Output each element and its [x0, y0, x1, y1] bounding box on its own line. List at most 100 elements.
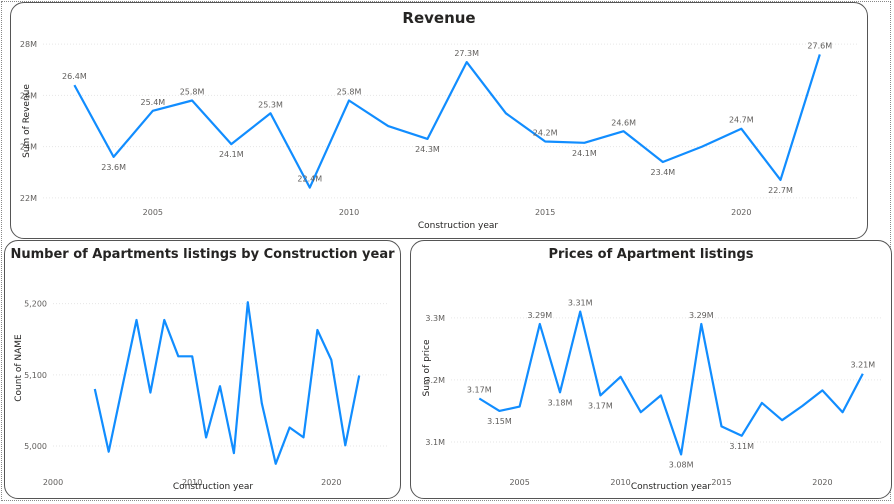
data-point [151, 109, 155, 113]
data-point [780, 418, 784, 422]
data-label: 24.6M [611, 118, 636, 127]
data-label: 24.1M [219, 150, 244, 159]
revenue-chart: 22M 24M 26M 28M 2005 2010 2015 2020 Construction… [20, 40, 859, 231]
x-tick-label: 2010 [339, 208, 359, 217]
y-tick-label: 28M [20, 40, 37, 49]
data-label: 25.8M [180, 88, 205, 97]
x-tick-label: 2005 [143, 208, 163, 217]
data-label: 3.18M [548, 398, 573, 407]
x-tick-label: 2010 [610, 478, 630, 487]
data-point [148, 391, 152, 395]
data-point [639, 410, 643, 414]
x-tick-label: 2000 [43, 478, 63, 487]
x-tick-label: 2015 [535, 208, 555, 217]
series-line [93, 301, 361, 465]
listings-count-panel[interactable]: Number of Apartments listings by Constru… [4, 240, 401, 499]
data-point [861, 372, 865, 376]
y-axis-title: Sum of price [422, 339, 432, 396]
y-tick-label: 24M [20, 143, 37, 152]
data-label: 23.4M [650, 168, 675, 177]
listings-count-chart: 5,000 5,100 5,200 2000 2010 2020 Construction … [14, 300, 387, 492]
x-tick-label: 2020 [321, 478, 341, 487]
data-label: 24.3M [415, 145, 440, 154]
series-line [478, 310, 864, 456]
data-point [269, 111, 273, 115]
data-point [204, 435, 208, 439]
data-point [779, 178, 783, 182]
data-point [386, 124, 390, 128]
revenue-title: Revenue [402, 9, 476, 27]
x-axis-title: Construction year [418, 221, 499, 231]
data-label: 3.15M [487, 417, 512, 426]
data-point [315, 328, 319, 332]
data-label: 23.6M [101, 163, 126, 172]
data-point [818, 52, 822, 56]
data-label: 3.11M [729, 442, 754, 451]
data-point [246, 300, 250, 304]
data-label: 27.3M [454, 49, 479, 58]
data-label: 26.4M [62, 72, 87, 81]
data-point [190, 354, 194, 358]
data-point [598, 393, 602, 397]
data-label: 25.4M [140, 98, 165, 107]
data-point [274, 462, 278, 466]
data-point [190, 99, 194, 103]
y-tick-label: 22M [20, 194, 37, 203]
data-point [679, 452, 683, 456]
data-point [739, 127, 743, 131]
data-label: 3.17M [588, 401, 613, 410]
revenue-panel[interactable]: Revenue 22M 24M 26M 28M 2005 2010 2015 2020 Cons… [10, 2, 868, 239]
data-label: 22.7M [768, 186, 793, 195]
data-point [622, 129, 626, 133]
data-point [659, 393, 663, 397]
prices-chart: 3.1M 3.2M 3.3M 2005 2010 2015 2020 Construction… [422, 299, 883, 492]
data-point [740, 434, 744, 438]
data-point [582, 141, 586, 145]
data-point [425, 137, 429, 141]
y-tick-label: 5,100 [24, 371, 47, 380]
data-point [497, 409, 501, 413]
data-point [112, 155, 116, 159]
data-label: 3.21M [850, 361, 875, 370]
data-point [841, 410, 845, 414]
prices-title: Prices of Apartment listings [548, 247, 754, 262]
data-point [699, 322, 703, 326]
data-point [135, 318, 139, 322]
data-point [93, 387, 97, 391]
data-label: 25.8M [337, 88, 362, 97]
data-point [162, 318, 166, 322]
data-point [347, 99, 351, 103]
data-label: 3.31M [568, 299, 593, 308]
data-point [760, 401, 764, 405]
data-point [302, 435, 306, 439]
data-point [800, 404, 804, 408]
data-label: 24.1M [572, 149, 597, 158]
data-point [661, 160, 665, 164]
x-axis-title: Construction year [631, 482, 712, 492]
data-label: 24.2M [533, 129, 558, 138]
data-point [720, 424, 724, 428]
data-point [308, 186, 312, 190]
prices-panel[interactable]: Prices of Apartment listings 3.1M 3.2M 3.3… [410, 240, 892, 499]
data-point [619, 375, 623, 379]
y-tick-label: 5,200 [24, 300, 47, 309]
data-point [107, 450, 111, 454]
data-label: 3.17M [467, 386, 492, 395]
y-tick-label: 3.3M [425, 314, 445, 323]
data-point [543, 140, 547, 144]
y-tick-label: 26M [20, 91, 37, 100]
data-point [232, 451, 236, 455]
data-label: 3.29M [527, 311, 552, 320]
x-tick-label: 2005 [509, 478, 529, 487]
x-tick-label: 2015 [711, 478, 731, 487]
data-point [518, 405, 522, 409]
x-tick-label: 2020 [731, 208, 751, 217]
data-label: 3.29M [689, 311, 714, 320]
data-point [72, 83, 76, 87]
data-label: 25.3M [258, 100, 283, 109]
data-point [578, 310, 582, 314]
data-label: 27.6M [807, 41, 832, 50]
y-tick-label: 3.1M [425, 438, 445, 447]
data-point [343, 443, 347, 447]
data-point [504, 111, 508, 115]
